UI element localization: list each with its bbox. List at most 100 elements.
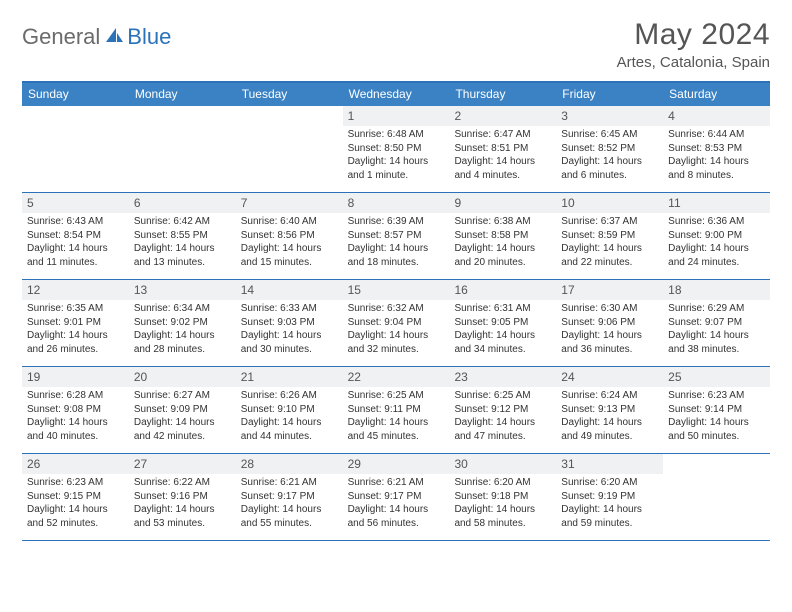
day-number: 11 <box>663 193 770 213</box>
sunrise-text: Sunrise: 6:47 AM <box>454 128 552 142</box>
day-body: Sunrise: 6:23 AMSunset: 9:14 PMDaylight:… <box>663 387 770 447</box>
sunrise-text: Sunrise: 6:45 AM <box>561 128 659 142</box>
sunset-text: Sunset: 9:01 PM <box>27 316 125 330</box>
sunset-text: Sunset: 9:06 PM <box>561 316 659 330</box>
day-cell: 24Sunrise: 6:24 AMSunset: 9:13 PMDayligh… <box>556 367 663 453</box>
logo-sail-icon <box>104 26 124 49</box>
weekday-header: Tuesday <box>236 83 343 106</box>
sunset-text: Sunset: 9:17 PM <box>241 490 339 504</box>
day-body: Sunrise: 6:24 AMSunset: 9:13 PMDaylight:… <box>556 387 663 447</box>
day-cell: 21Sunrise: 6:26 AMSunset: 9:10 PMDayligh… <box>236 367 343 453</box>
daylight-text: Daylight: 14 hours and 24 minutes. <box>668 242 766 269</box>
page-header: General Blue May 2024 Artes, Catalonia, … <box>22 18 770 71</box>
daylight-text: Daylight: 14 hours and 15 minutes. <box>241 242 339 269</box>
day-number: 2 <box>449 106 556 126</box>
day-body: Sunrise: 6:47 AMSunset: 8:51 PMDaylight:… <box>449 126 556 186</box>
sunset-text: Sunset: 9:05 PM <box>454 316 552 330</box>
sunrise-text: Sunrise: 6:42 AM <box>134 215 232 229</box>
day-body: Sunrise: 6:25 AMSunset: 9:12 PMDaylight:… <box>449 387 556 447</box>
sunset-text: Sunset: 9:19 PM <box>561 490 659 504</box>
sunset-text: Sunset: 8:54 PM <box>27 229 125 243</box>
day-body: Sunrise: 6:44 AMSunset: 8:53 PMDaylight:… <box>663 126 770 186</box>
day-body: Sunrise: 6:23 AMSunset: 9:15 PMDaylight:… <box>22 474 129 534</box>
day-cell: 31Sunrise: 6:20 AMSunset: 9:19 PMDayligh… <box>556 454 663 540</box>
day-body: Sunrise: 6:28 AMSunset: 9:08 PMDaylight:… <box>22 387 129 447</box>
day-body: Sunrise: 6:34 AMSunset: 9:02 PMDaylight:… <box>129 300 236 360</box>
sunrise-text: Sunrise: 6:34 AM <box>134 302 232 316</box>
day-number: 8 <box>343 193 450 213</box>
daylight-text: Daylight: 14 hours and 45 minutes. <box>348 416 446 443</box>
sunset-text: Sunset: 9:18 PM <box>454 490 552 504</box>
sunrise-text: Sunrise: 6:30 AM <box>561 302 659 316</box>
day-number: 14 <box>236 280 343 300</box>
sunset-text: Sunset: 9:04 PM <box>348 316 446 330</box>
week-row: 26Sunrise: 6:23 AMSunset: 9:15 PMDayligh… <box>22 454 770 541</box>
sunrise-text: Sunrise: 6:43 AM <box>27 215 125 229</box>
daylight-text: Daylight: 14 hours and 20 minutes. <box>454 242 552 269</box>
day-number: 28 <box>236 454 343 474</box>
daylight-text: Daylight: 14 hours and 44 minutes. <box>241 416 339 443</box>
day-number: 4 <box>663 106 770 126</box>
day-body: Sunrise: 6:35 AMSunset: 9:01 PMDaylight:… <box>22 300 129 360</box>
day-cell: 30Sunrise: 6:20 AMSunset: 9:18 PMDayligh… <box>449 454 556 540</box>
daylight-text: Daylight: 14 hours and 56 minutes. <box>348 503 446 530</box>
day-cell: 10Sunrise: 6:37 AMSunset: 8:59 PMDayligh… <box>556 193 663 279</box>
day-body: Sunrise: 6:29 AMSunset: 9:07 PMDaylight:… <box>663 300 770 360</box>
day-number: 22 <box>343 367 450 387</box>
sunrise-text: Sunrise: 6:33 AM <box>241 302 339 316</box>
weekday-header: Friday <box>556 83 663 106</box>
week-row: 12Sunrise: 6:35 AMSunset: 9:01 PMDayligh… <box>22 280 770 367</box>
day-number: 5 <box>22 193 129 213</box>
sunset-text: Sunset: 9:02 PM <box>134 316 232 330</box>
day-cell: 19Sunrise: 6:28 AMSunset: 9:08 PMDayligh… <box>22 367 129 453</box>
day-body: Sunrise: 6:27 AMSunset: 9:09 PMDaylight:… <box>129 387 236 447</box>
day-number: 31 <box>556 454 663 474</box>
sunrise-text: Sunrise: 6:38 AM <box>454 215 552 229</box>
sunset-text: Sunset: 9:16 PM <box>134 490 232 504</box>
sunrise-text: Sunrise: 6:21 AM <box>241 476 339 490</box>
day-body: Sunrise: 6:20 AMSunset: 9:18 PMDaylight:… <box>449 474 556 534</box>
day-cell: 17Sunrise: 6:30 AMSunset: 9:06 PMDayligh… <box>556 280 663 366</box>
daylight-text: Daylight: 14 hours and 55 minutes. <box>241 503 339 530</box>
weekday-header: Sunday <box>22 83 129 106</box>
day-number: 25 <box>663 367 770 387</box>
day-number: 24 <box>556 367 663 387</box>
daylight-text: Daylight: 14 hours and 42 minutes. <box>134 416 232 443</box>
day-cell: 20Sunrise: 6:27 AMSunset: 9:09 PMDayligh… <box>129 367 236 453</box>
day-number: 21 <box>236 367 343 387</box>
day-cell: . <box>236 106 343 192</box>
day-cell: . <box>129 106 236 192</box>
sunrise-text: Sunrise: 6:31 AM <box>454 302 552 316</box>
sunrise-text: Sunrise: 6:22 AM <box>134 476 232 490</box>
sunset-text: Sunset: 9:14 PM <box>668 403 766 417</box>
day-cell: 18Sunrise: 6:29 AMSunset: 9:07 PMDayligh… <box>663 280 770 366</box>
daylight-text: Daylight: 14 hours and 58 minutes. <box>454 503 552 530</box>
daylight-text: Daylight: 14 hours and 50 minutes. <box>668 416 766 443</box>
day-cell: 6Sunrise: 6:42 AMSunset: 8:55 PMDaylight… <box>129 193 236 279</box>
day-cell: 12Sunrise: 6:35 AMSunset: 9:01 PMDayligh… <box>22 280 129 366</box>
week-row: 5Sunrise: 6:43 AMSunset: 8:54 PMDaylight… <box>22 193 770 280</box>
day-cell: 1Sunrise: 6:48 AMSunset: 8:50 PMDaylight… <box>343 106 450 192</box>
day-number: 1 <box>343 106 450 126</box>
day-cell: 26Sunrise: 6:23 AMSunset: 9:15 PMDayligh… <box>22 454 129 540</box>
day-body: Sunrise: 6:32 AMSunset: 9:04 PMDaylight:… <box>343 300 450 360</box>
daylight-text: Daylight: 14 hours and 18 minutes. <box>348 242 446 269</box>
daylight-text: Daylight: 14 hours and 47 minutes. <box>454 416 552 443</box>
daylight-text: Daylight: 14 hours and 8 minutes. <box>668 155 766 182</box>
day-cell: 15Sunrise: 6:32 AMSunset: 9:04 PMDayligh… <box>343 280 450 366</box>
daylight-text: Daylight: 14 hours and 22 minutes. <box>561 242 659 269</box>
day-number: 19 <box>22 367 129 387</box>
day-number: 10 <box>556 193 663 213</box>
daylight-text: Daylight: 14 hours and 34 minutes. <box>454 329 552 356</box>
daylight-text: Daylight: 14 hours and 6 minutes. <box>561 155 659 182</box>
week-row: 19Sunrise: 6:28 AMSunset: 9:08 PMDayligh… <box>22 367 770 454</box>
day-cell: 13Sunrise: 6:34 AMSunset: 9:02 PMDayligh… <box>129 280 236 366</box>
day-cell: 14Sunrise: 6:33 AMSunset: 9:03 PMDayligh… <box>236 280 343 366</box>
day-body: Sunrise: 6:43 AMSunset: 8:54 PMDaylight:… <box>22 213 129 273</box>
sunrise-text: Sunrise: 6:20 AM <box>561 476 659 490</box>
sunset-text: Sunset: 8:50 PM <box>348 142 446 156</box>
day-number: 18 <box>663 280 770 300</box>
day-number: 12 <box>22 280 129 300</box>
day-number: 17 <box>556 280 663 300</box>
day-body: Sunrise: 6:26 AMSunset: 9:10 PMDaylight:… <box>236 387 343 447</box>
